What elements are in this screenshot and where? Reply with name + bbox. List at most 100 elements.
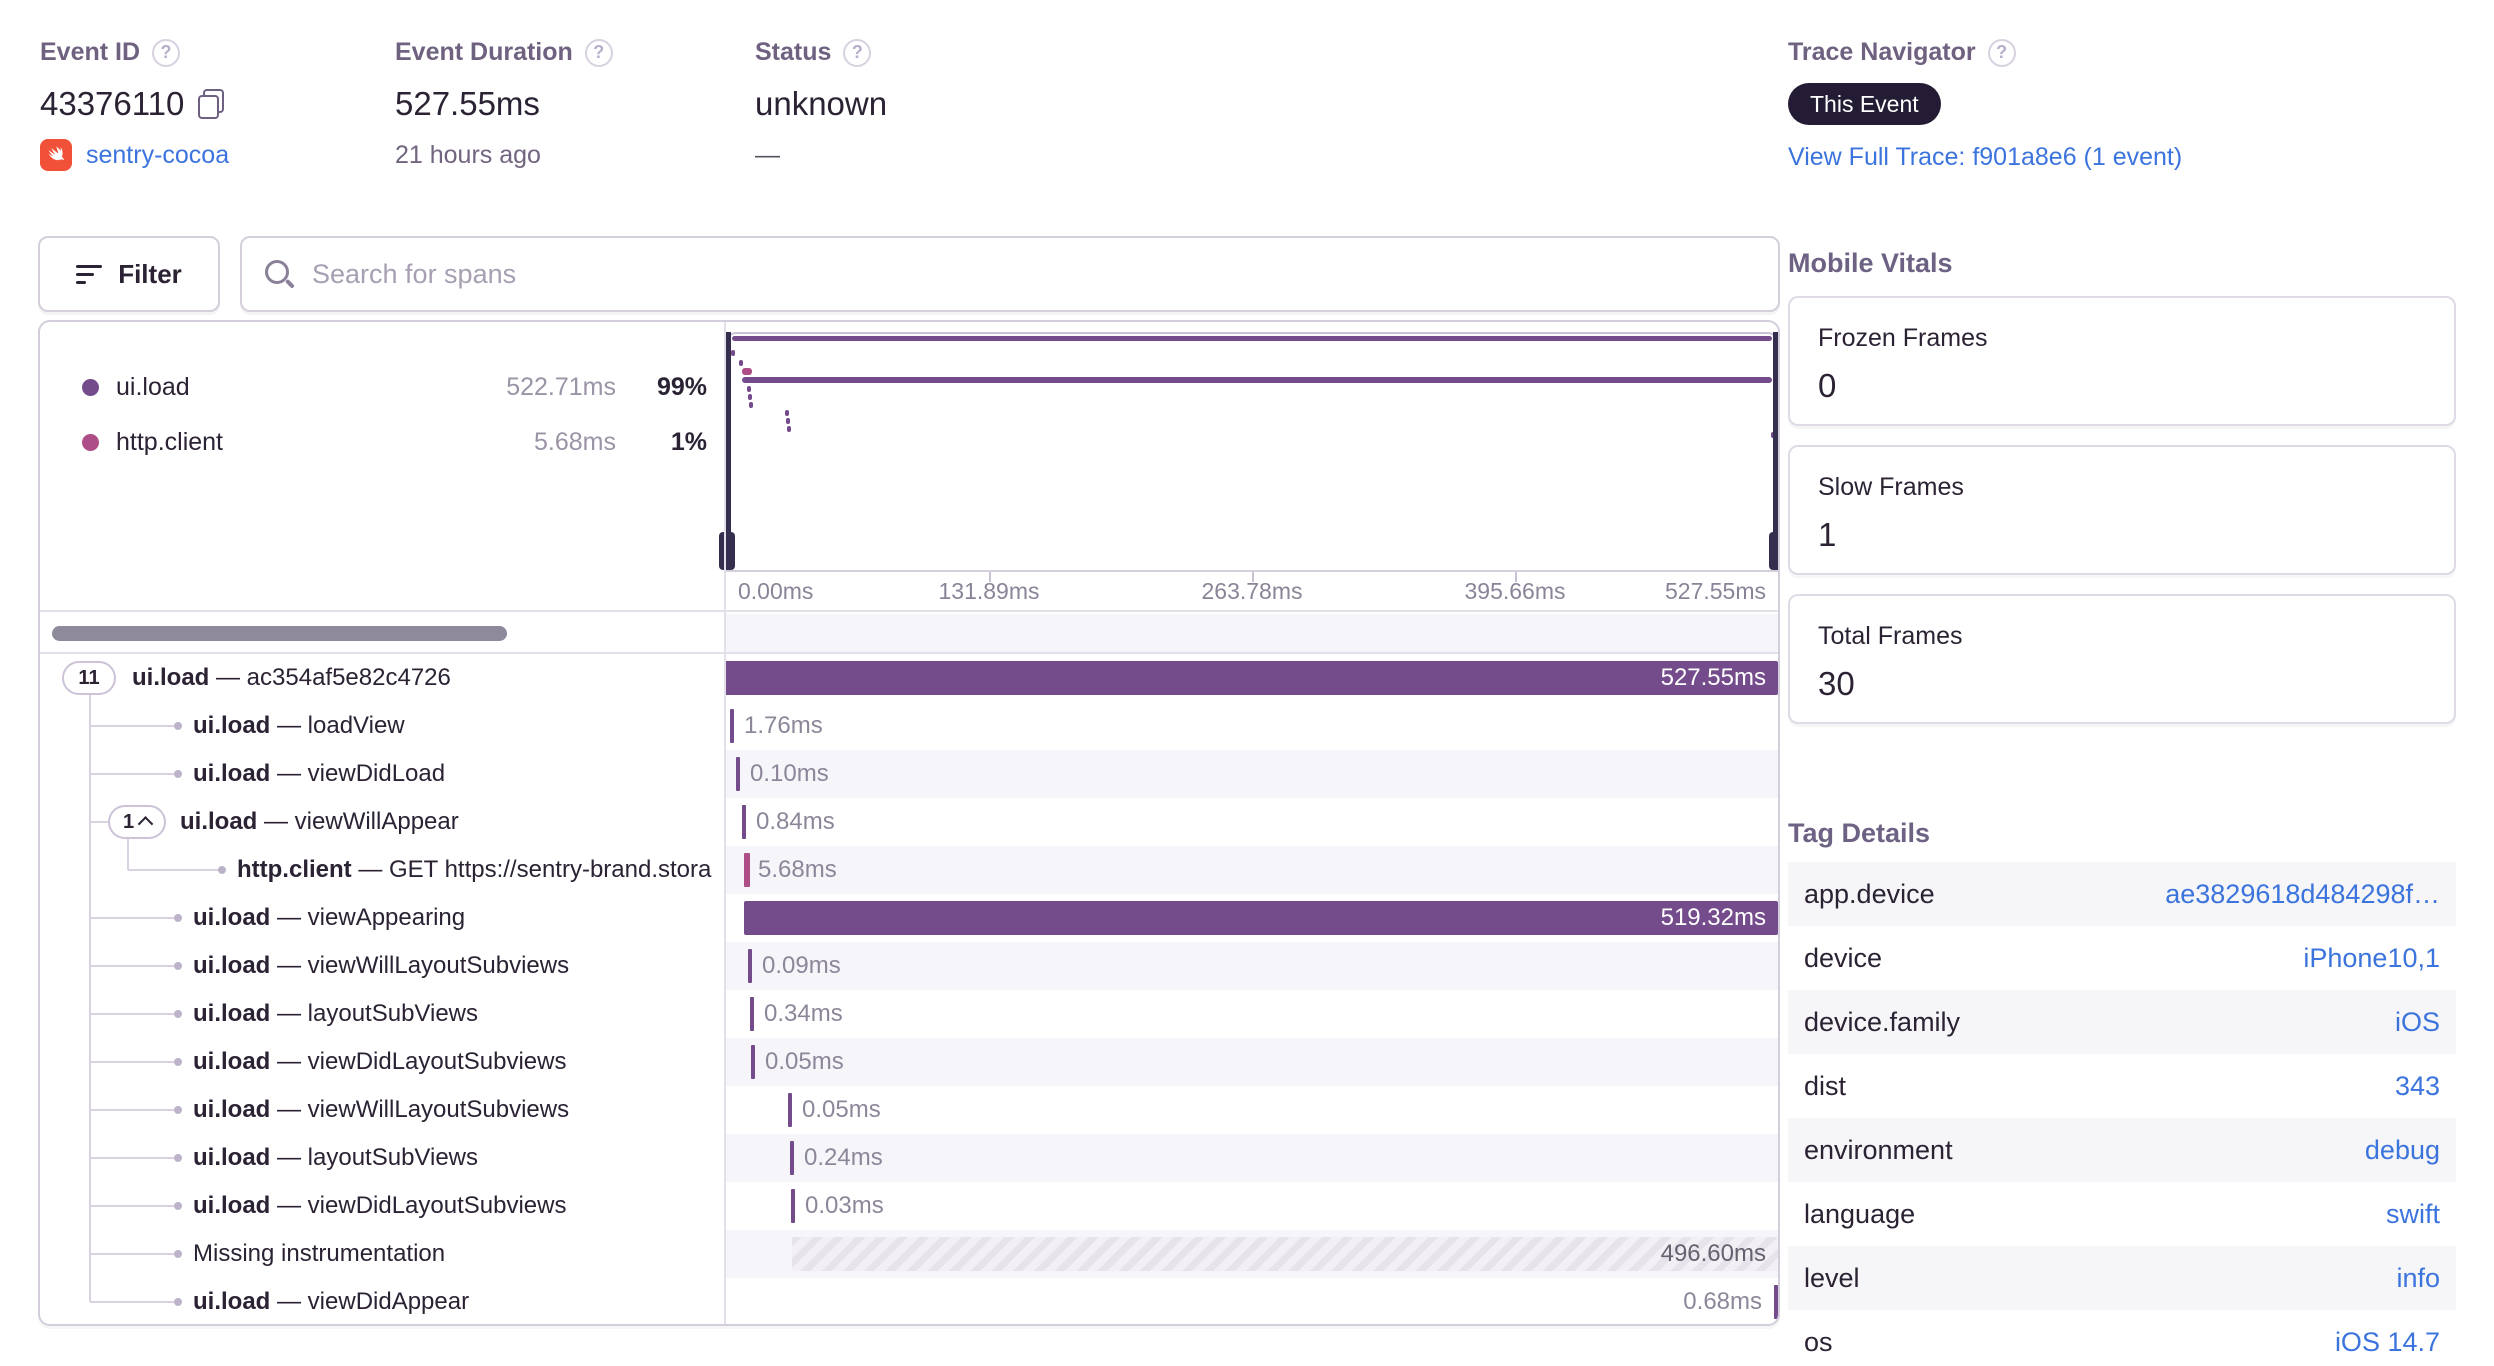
span-row[interactable]: ui.load — viewDidLayoutSubviews 0.03ms xyxy=(40,1182,1778,1230)
column-divider[interactable] xyxy=(724,322,726,1324)
tag-value-link[interactable]: debug xyxy=(2364,1134,2440,1165)
tag-key: device.family xyxy=(1804,1006,1961,1037)
search-input[interactable] xyxy=(310,257,1778,291)
span-label[interactable]: ui.load — viewAppearing xyxy=(193,904,466,931)
tag-key: level xyxy=(1804,1262,1860,1293)
minimap-right-handle-line[interactable] xyxy=(1773,332,1778,570)
minimap-span-mark xyxy=(739,360,743,366)
vital-card-label: Slow Frames xyxy=(1818,473,1964,501)
legend-row-ui.load[interactable]: ui.load 522.71ms 99% xyxy=(40,365,724,409)
minimap-left-handle-line[interactable] xyxy=(726,332,731,570)
span-row[interactable]: ui.load — viewAppearing 519.32ms xyxy=(40,894,1778,942)
trace-minimap[interactable] xyxy=(719,322,1778,570)
minimap-right-grip[interactable] xyxy=(1769,532,1778,570)
span-duration-label: 5.68ms xyxy=(758,856,837,883)
minimap-span-mark xyxy=(786,418,790,424)
event-id-help-icon[interactable]: ? xyxy=(152,38,181,67)
minimap-span-mark xyxy=(731,350,735,356)
span-count-pill[interactable]: 11 xyxy=(62,661,116,695)
span-label[interactable]: ui.load — loadView xyxy=(193,712,405,739)
tag-row: os iOS 14.7 xyxy=(1788,1310,2456,1366)
tag-value-link[interactable]: 343 xyxy=(2394,1070,2440,1101)
span-label[interactable]: ui.load — viewWillLayoutSubviews xyxy=(193,1096,570,1123)
span-label[interactable]: ui.load — ac354af5e82c4726 xyxy=(132,664,451,691)
tree-scrollbar-thumb[interactable] xyxy=(52,626,507,641)
span-label[interactable]: ui.load — viewDidLayoutSubviews xyxy=(193,1192,567,1219)
copy-icon[interactable] xyxy=(198,89,225,119)
span-bar-tick[interactable] xyxy=(788,1093,792,1127)
tree-connector xyxy=(90,725,180,727)
minimap-span-mark xyxy=(785,410,789,416)
tag-value-link[interactable]: ae3829618d484298f… xyxy=(2165,878,2440,909)
span-label[interactable]: ui.load — viewWillLayoutSubviews xyxy=(193,952,570,979)
span-bar-tick[interactable] xyxy=(748,949,752,983)
span-row[interactable]: ui.load — viewWillLayoutSubviews 0.09ms xyxy=(40,942,1778,990)
event-duration-help-icon[interactable]: ? xyxy=(584,38,613,67)
span-bar-tick[interactable] xyxy=(730,709,734,743)
span-row[interactable]: ui.load — layoutSubViews 0.24ms xyxy=(40,1134,1778,1182)
tag-value-link[interactable]: iOS xyxy=(2394,1006,2440,1037)
span-row[interactable]: ui.load — viewWillLayoutSubviews 0.05ms xyxy=(40,1086,1778,1134)
vital-card-value: 0 xyxy=(1818,367,1837,404)
tag-value-link[interactable]: iPhone10,1 xyxy=(2303,942,2440,973)
span-tree-cell: ui.load — viewWillLayoutSubviews xyxy=(40,1086,724,1134)
tree-connector xyxy=(90,965,180,967)
span-bar-tick[interactable] xyxy=(791,1189,795,1223)
chevron-up-icon xyxy=(137,815,154,832)
span-label[interactable]: ui.load — layoutSubViews xyxy=(193,1144,479,1171)
span-waterfall-cell: 0.05ms xyxy=(724,1038,1778,1086)
span-expand-pill[interactable]: 1 xyxy=(108,805,166,839)
span-label[interactable]: Missing instrumentation xyxy=(193,1240,446,1267)
span-bar-tick[interactable] xyxy=(751,1045,755,1079)
span-row[interactable]: Missing instrumentation 496.60ms xyxy=(40,1230,1778,1278)
span-label[interactable]: ui.load — viewDidLoad xyxy=(193,760,446,787)
span-duration-label: 0.09ms xyxy=(762,952,841,979)
span-row[interactable]: ui.load — viewDidAppear 0.68ms xyxy=(40,1278,1778,1324)
status-help-icon[interactable]: ? xyxy=(843,38,872,67)
project-link[interactable]: sentry-cocoa xyxy=(86,140,230,169)
span-row[interactable]: ui.load — viewDidLayoutSubviews 0.05ms xyxy=(40,1038,1778,1086)
minimap-left-grip[interactable] xyxy=(719,532,735,570)
span-row[interactable]: ui.load — viewDidLoad 0.10ms xyxy=(40,750,1778,798)
span-duration-label: 0.68ms xyxy=(1683,1288,1762,1315)
span-label[interactable]: ui.load — layoutSubViews xyxy=(193,1000,479,1027)
trace-navigator-help-icon[interactable]: ? xyxy=(1987,38,2016,67)
legend-row-http.client[interactable]: http.client 5.68ms 1% xyxy=(40,420,724,464)
tree-connector-dot xyxy=(174,1058,182,1066)
span-row[interactable]: 11 ui.load — ac354af5e82c4726 527.55ms xyxy=(40,654,1778,702)
legend-percent: 99% xyxy=(656,372,707,401)
minimap-span-mark xyxy=(732,336,1772,341)
vital-card-value: 30 xyxy=(1818,665,1855,702)
span-bar-tick[interactable] xyxy=(736,757,740,791)
span-label[interactable]: http.client — GET https://sentry-brand.s… xyxy=(237,856,712,883)
span-tree-cell: ui.load — layoutSubViews xyxy=(40,1134,724,1182)
span-label[interactable]: ui.load — viewDidLayoutSubviews xyxy=(193,1048,567,1075)
tag-value-link[interactable]: info xyxy=(2396,1262,2440,1293)
tag-row: level info xyxy=(1788,1246,2456,1310)
tag-value-link[interactable]: iOS 14.7 xyxy=(2334,1326,2440,1357)
span-bar[interactable]: 519.32ms xyxy=(744,901,1778,935)
span-bar-tick[interactable] xyxy=(1774,1285,1778,1319)
span-row[interactable]: ui.load — loadView 1.76ms xyxy=(40,702,1778,750)
tree-connector-dot xyxy=(174,1298,182,1306)
view-full-trace-link[interactable]: View Full Trace: f901a8e6 (1 event) xyxy=(1788,143,2183,171)
filter-button[interactable]: Filter xyxy=(38,236,220,312)
tree-connector-dot xyxy=(174,1010,182,1018)
span-bar-tick[interactable] xyxy=(750,997,754,1031)
span-bar-tick[interactable] xyxy=(744,853,750,887)
minimap-span-mark xyxy=(749,402,753,408)
span-bar-tick[interactable] xyxy=(742,805,746,839)
span-label[interactable]: ui.load — viewDidAppear xyxy=(193,1288,470,1315)
span-row[interactable]: ui.load — layoutSubViews 0.34ms xyxy=(40,990,1778,1038)
span-bar[interactable]: 527.55ms xyxy=(724,661,1778,695)
missing-instrumentation-bar[interactable]: 496.60ms xyxy=(792,1237,1778,1271)
minimap-span-mark xyxy=(747,386,751,392)
tag-value-link[interactable]: swift xyxy=(2386,1198,2440,1229)
legend-dot xyxy=(82,433,99,451)
span-waterfall-cell: 0.05ms xyxy=(724,1086,1778,1134)
span-row[interactable]: 1 ui.load — viewWillAppear 0.84ms xyxy=(40,798,1778,846)
span-label[interactable]: ui.load — viewWillAppear xyxy=(180,808,459,835)
span-bar-tick[interactable] xyxy=(790,1141,794,1175)
span-row[interactable]: http.client — GET https://sentry-brand.s… xyxy=(40,846,1778,894)
axis-tick-label: 0.00ms xyxy=(738,578,814,604)
